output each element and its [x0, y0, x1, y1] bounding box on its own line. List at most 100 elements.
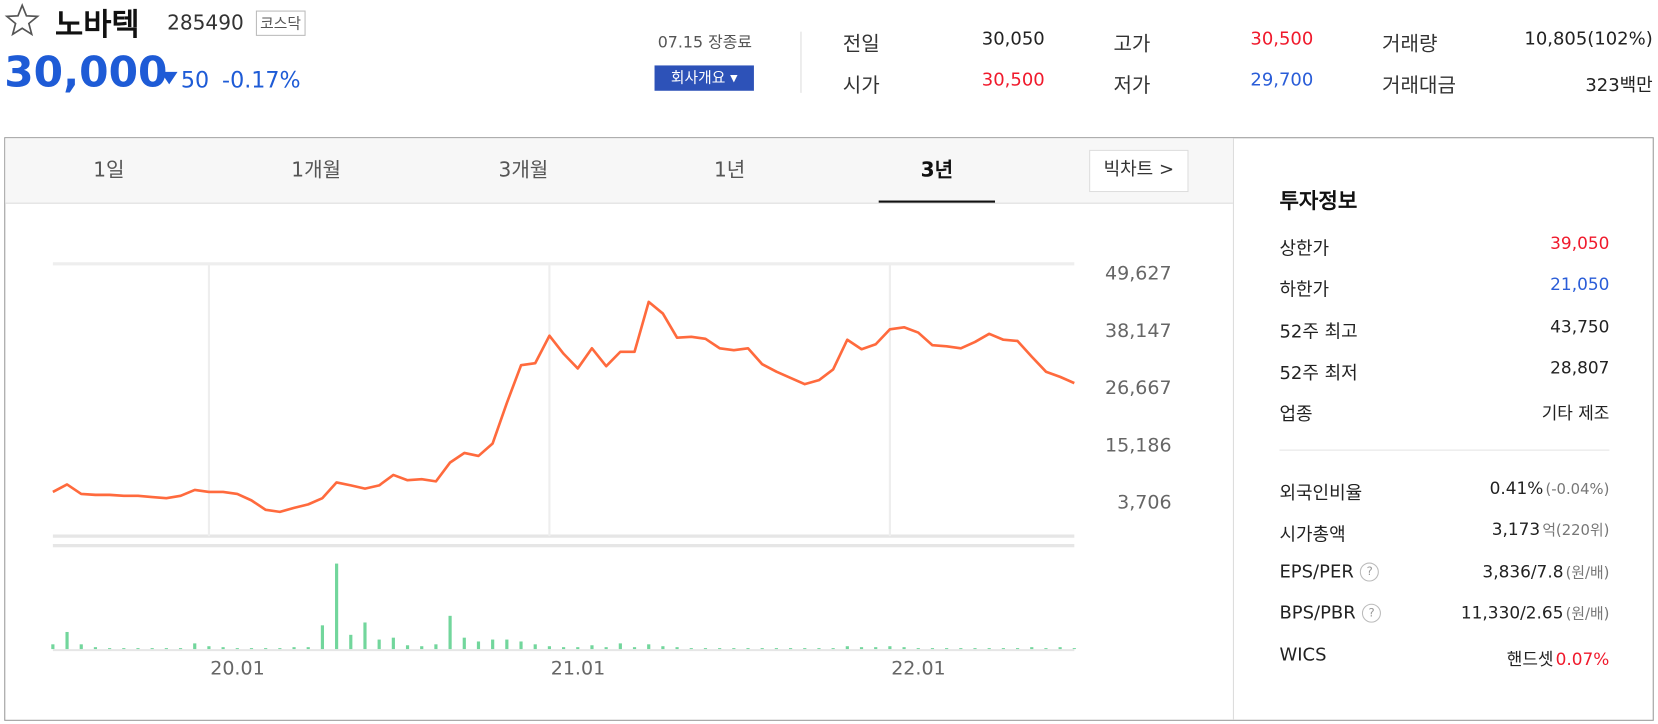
volume-bar	[1044, 648, 1048, 650]
volume-bar	[661, 646, 665, 650]
volume-bar	[391, 637, 395, 650]
summary-label: 거래량	[1382, 32, 1438, 56]
volume-bar	[788, 648, 793, 650]
period-tab[interactable]: 1년	[713, 158, 746, 182]
stock-name: 노바텍	[54, 6, 140, 43]
period-tab[interactable]: 3년	[920, 158, 954, 182]
invest-value: 3,836/7.8 (원/배)	[1482, 561, 1609, 582]
volume-bar	[874, 647, 878, 650]
invest-label: 외국인비율	[1279, 483, 1363, 505]
volume-bar	[108, 648, 112, 650]
invest-value: 39,050	[1550, 233, 1610, 254]
volume-bar	[491, 639, 495, 650]
invest-value-main: 0.41%	[1489, 478, 1544, 499]
invest-value: 3,173 억(220위)	[1492, 519, 1610, 540]
company-button-text: 회사개요	[670, 69, 726, 87]
volume-bar	[533, 644, 537, 650]
big-chart-button[interactable]: 빅차트 >	[1089, 149, 1189, 193]
company-button[interactable]: 회사개요 ▾	[654, 65, 754, 91]
invest-row: 상한가 39,050	[1279, 233, 1609, 260]
invest-label: 52주 최고	[1279, 321, 1358, 344]
market-status: 07.15 장종료	[657, 32, 752, 52]
volume-bar	[420, 646, 424, 650]
summary-value: 30,500	[1250, 28, 1314, 50]
help-icon[interactable]: ?	[1362, 603, 1382, 623]
favorite-star[interactable]	[4, 2, 40, 38]
period-tab[interactable]: 1개월	[291, 158, 342, 182]
volume-bar	[604, 647, 608, 650]
invest-label: BPS/PBR?	[1279, 603, 1382, 624]
x-tick-label: 20.01	[210, 657, 264, 679]
volume-bar	[51, 644, 55, 650]
invest-value: 기타 제조	[1541, 403, 1610, 424]
volume-bar	[519, 641, 523, 650]
invest-value-main: 3,173	[1491, 519, 1541, 540]
volume-bar	[916, 648, 920, 650]
invest-value-main: 3,836/7.8	[1482, 561, 1564, 582]
volume-bar	[945, 648, 949, 650]
market-badge: 코스닥	[255, 10, 306, 36]
volume-bar	[703, 648, 708, 650]
help-icon[interactable]: ?	[1360, 562, 1380, 582]
volume-bar	[207, 646, 211, 650]
volume-bar	[136, 648, 140, 650]
x-tick-label: 21.01	[551, 657, 605, 679]
summary-label: 저가	[1113, 73, 1151, 98]
invest-title: 투자정보	[1279, 187, 1358, 214]
volume-bar	[760, 648, 764, 650]
invest-row: 하한가 21,050	[1279, 274, 1609, 301]
volume-bar	[576, 647, 580, 650]
period-tab[interactable]: 3개월	[498, 158, 549, 182]
y-tick-label: 3,706	[1117, 492, 1171, 514]
summary-value: 10,805(102%)	[1524, 28, 1653, 50]
volume-bar	[930, 648, 935, 650]
down-arrow	[160, 71, 178, 85]
invest-label: WICS	[1279, 644, 1327, 666]
summary-value: 29,700	[1250, 69, 1314, 91]
volume-bar	[817, 648, 821, 650]
volume-bar	[675, 647, 679, 650]
invest-value-main: 11,330/2.65	[1460, 602, 1564, 623]
panel-divider	[1232, 138, 1234, 720]
volume-bar	[1030, 647, 1034, 650]
volume-bar	[335, 563, 339, 650]
volume-bar	[774, 648, 778, 650]
tab-bar	[5, 138, 1233, 204]
volume-bar	[292, 647, 296, 650]
volume-bar	[193, 643, 197, 650]
volume-bar	[306, 647, 310, 650]
volume-bar	[888, 646, 892, 650]
divider	[800, 31, 802, 93]
volume-bar	[746, 648, 750, 650]
big-chart-text: 빅차트	[1103, 159, 1154, 181]
volume-bar	[164, 648, 168, 650]
invest-row: 52주 최저 28,807	[1279, 358, 1609, 385]
invest-label: EPS/PER?	[1279, 561, 1380, 583]
volume-bar	[618, 643, 622, 650]
summary-value: 30,500	[981, 69, 1045, 91]
volume-bar	[93, 647, 98, 650]
volume-bar	[689, 648, 693, 650]
invest-row: 외국인비율 0.41% (-0.04%)	[1279, 478, 1609, 505]
volume-bar	[221, 647, 225, 650]
volume-bar	[647, 644, 651, 650]
invest-row: 시가총액 3,173 억(220위)	[1279, 519, 1609, 546]
invest-row: 업종 기타 제조	[1279, 399, 1609, 426]
volume-bar	[732, 648, 736, 650]
volume-bar	[122, 648, 126, 650]
volume-bar	[987, 648, 991, 650]
volume-bar	[562, 647, 566, 650]
y-tick-label: 38,147	[1105, 320, 1172, 342]
volume-bar	[264, 648, 268, 650]
volume-bar	[476, 641, 481, 650]
period-tab[interactable]: 1일	[93, 158, 125, 182]
summary-value: 323백만	[1585, 74, 1653, 97]
invest-label: 상한가	[1279, 238, 1330, 260]
invest-value: 43,750	[1550, 316, 1610, 337]
volume-bar	[434, 644, 438, 650]
volume-bar	[632, 647, 637, 650]
volume-bar	[718, 648, 722, 650]
volume-bar	[178, 648, 183, 650]
summary-label: 고가	[1113, 32, 1151, 56]
